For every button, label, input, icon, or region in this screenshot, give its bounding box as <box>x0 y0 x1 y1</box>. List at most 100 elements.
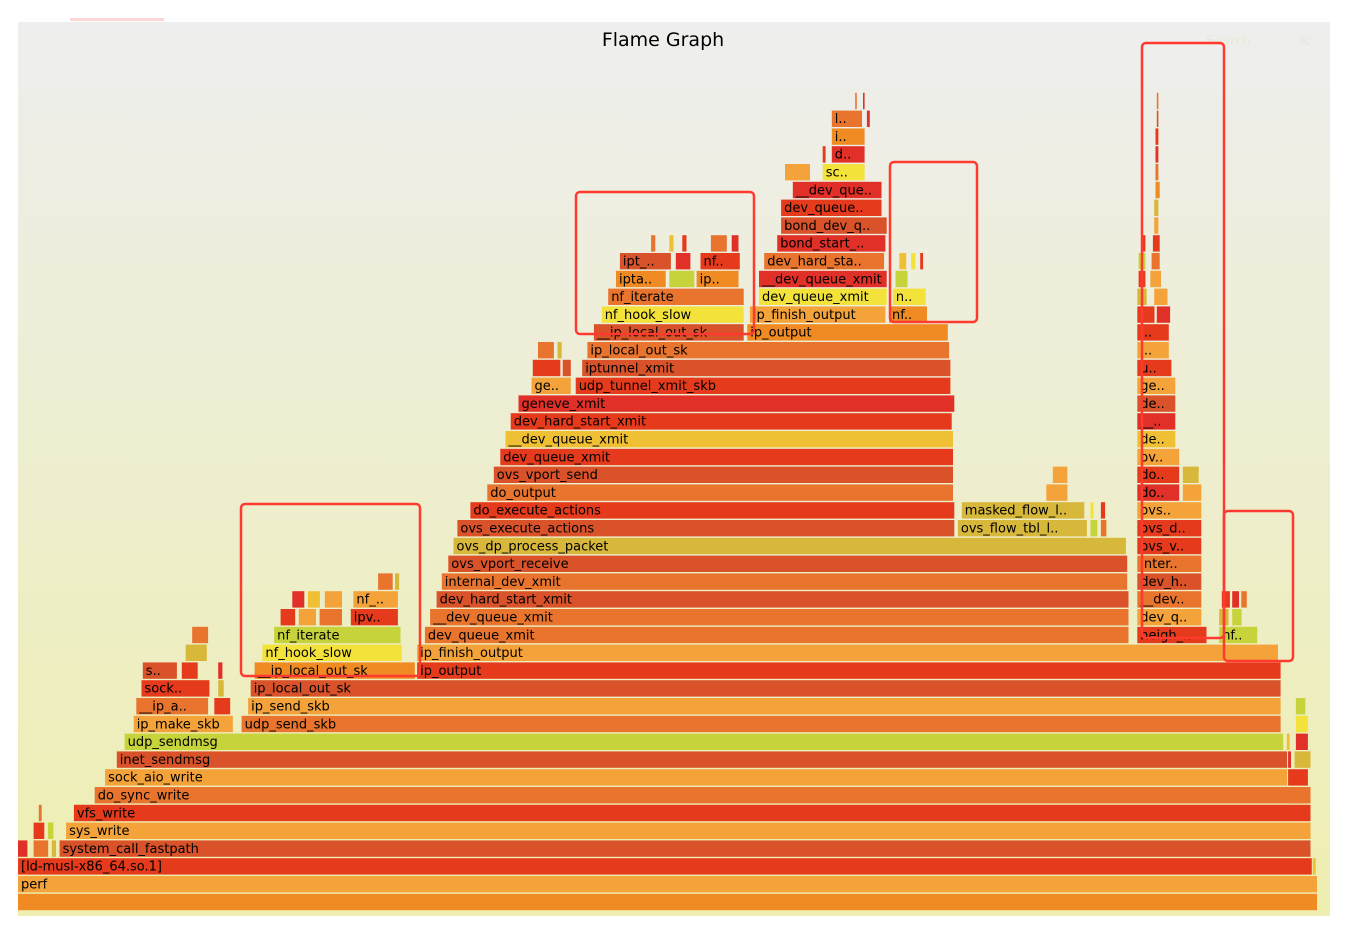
flame-frame[interactable]: ge.. <box>1137 377 1176 395</box>
flame-frame-rect[interactable] <box>353 591 398 608</box>
flame-frame-rect[interactable] <box>1137 573 1202 590</box>
flame-frame[interactable]: sc.. <box>822 164 865 181</box>
flame-frame[interactable] <box>33 822 45 839</box>
flame-frame-rect[interactable] <box>518 395 955 412</box>
flame-frame-rect[interactable] <box>500 448 953 466</box>
flame-frame-rect[interactable] <box>1295 715 1308 733</box>
flame-frame[interactable]: i.. <box>831 128 865 145</box>
flame-frame[interactable]: dev_queue.. <box>781 199 882 217</box>
flame-frame-rect[interactable] <box>700 253 740 270</box>
flame-frame[interactable] <box>682 235 687 252</box>
flame-frame-rect[interactable] <box>764 253 885 270</box>
flame-frame-rect[interactable] <box>651 235 656 252</box>
flame-frame[interactable] <box>319 609 342 626</box>
flame-frame-rect[interactable] <box>1295 733 1308 750</box>
flame-frame[interactable] <box>214 698 231 715</box>
flame-frame-rect[interactable] <box>682 235 687 252</box>
flame-frame[interactable]: dev_hard_sta.. <box>764 253 885 270</box>
flame-frame-rect[interactable] <box>1221 591 1230 608</box>
flame-frame[interactable]: dev_queue_xmit <box>500 448 953 466</box>
flame-frame[interactable]: inet_sendmsg <box>116 751 1288 768</box>
flame-frame-rect[interactable] <box>307 591 320 608</box>
flame-frame-rect[interactable] <box>1137 342 1169 359</box>
flame-frame[interactable]: ip_output <box>747 324 948 341</box>
flame-frame-rect[interactable] <box>1155 164 1159 181</box>
flame-frame-rect[interactable] <box>47 822 54 839</box>
flame-frame-rect[interactable] <box>1137 413 1176 430</box>
flame-frame[interactable]: nf.. <box>889 306 927 323</box>
flame-frame[interactable]: __dev_queue_xmit <box>430 609 1129 626</box>
flame-frame[interactable] <box>192 626 209 644</box>
flame-frame[interactable]: __.. <box>1137 413 1176 430</box>
flame-frame[interactable]: internal_dev_xmit <box>441 573 1128 590</box>
flame-frame-rect[interactable] <box>417 662 1281 679</box>
flame-frame-rect[interactable] <box>562 359 571 377</box>
flame-frame[interactable] <box>1052 466 1068 483</box>
flame-frame-rect[interactable] <box>781 199 882 216</box>
flame-frame-rect[interactable] <box>1100 520 1107 537</box>
flame-frame[interactable]: __dev.. <box>1137 591 1202 608</box>
flame-frame-rect[interactable] <box>1137 591 1202 608</box>
flame-frame-rect[interactable] <box>510 413 952 430</box>
flame-frame-rect[interactable] <box>292 591 305 608</box>
flame-frame-rect[interactable] <box>378 573 393 590</box>
flame-frame-rect[interactable] <box>298 609 316 626</box>
ic-link[interactable]: Ic <box>1300 34 1311 49</box>
flame-frame-rect[interactable] <box>601 306 744 323</box>
flame-frame[interactable]: do.. <box>1137 466 1180 484</box>
flame-frame[interactable]: sys_write <box>66 822 1311 840</box>
flame-frame[interactable] <box>1286 733 1290 750</box>
flame-frame[interactable] <box>1182 484 1202 501</box>
flame-frame-rect[interactable] <box>1137 377 1176 394</box>
flame-frame[interactable]: neigh_.. <box>1137 626 1207 644</box>
flame-frame-rect[interactable] <box>710 235 727 252</box>
flame-frame-rect[interactable] <box>274 626 401 644</box>
flame-frame[interactable] <box>1151 253 1160 270</box>
flame-frame[interactable] <box>651 235 656 252</box>
flame-frame-rect[interactable] <box>1288 751 1291 768</box>
flame-frame-rect[interactable] <box>675 253 691 270</box>
flame-frame[interactable] <box>378 573 393 590</box>
flame-frame-rect[interactable] <box>1052 466 1068 483</box>
flame-frame-rect[interactable] <box>1156 110 1159 127</box>
flame-frame[interactable] <box>1294 751 1311 768</box>
flame-frame[interactable]: ovs_d.. <box>1137 520 1202 537</box>
flame-frame-rect[interactable] <box>1137 395 1176 412</box>
flame-frame-rect[interactable] <box>1154 288 1168 305</box>
flame-frame[interactable]: ip.. <box>696 270 739 288</box>
flame-frame[interactable]: ge.. <box>531 377 571 395</box>
flame-frame-rect[interactable] <box>94 787 1311 804</box>
flame-frame-rect[interactable] <box>616 270 666 288</box>
reset-zoom-marker[interactable] <box>70 18 164 21</box>
flame-frame-rect[interactable] <box>142 662 177 679</box>
flame-frame-rect[interactable] <box>866 110 870 127</box>
flame-frame-rect[interactable] <box>241 715 1281 733</box>
flame-frame[interactable] <box>1155 128 1159 145</box>
flame-frame[interactable] <box>1232 591 1239 608</box>
flame-frame[interactable] <box>1156 110 1159 127</box>
flame-frame-rect[interactable] <box>1137 306 1155 323</box>
flame-frame-rect[interactable] <box>1137 502 1202 519</box>
flame-frame[interactable] <box>1156 306 1171 323</box>
flame-frame-rect[interactable] <box>696 270 739 288</box>
flame-frame[interactable]: dev_queue_xmit <box>424 626 1129 644</box>
flame-frame-rect[interactable] <box>1151 253 1160 270</box>
flame-frame[interactable]: ovs_flow_tbl_l.. <box>957 520 1087 537</box>
flame-frame[interactable] <box>863 92 865 110</box>
flame-frame-rect[interactable] <box>619 253 671 270</box>
flame-frame-rect[interactable] <box>1155 181 1160 199</box>
flame-frame[interactable] <box>1154 199 1159 216</box>
flame-frame-rect[interactable] <box>493 466 953 483</box>
flame-frame[interactable]: sock.. <box>141 680 210 697</box>
flame-frame-rect[interactable] <box>1137 555 1202 572</box>
flame-frame-rect[interactable] <box>759 270 887 288</box>
flame-frame-rect[interactable] <box>911 253 916 270</box>
flame-frame[interactable] <box>1288 769 1308 786</box>
flame-frame[interactable]: nf_iterate <box>608 288 744 306</box>
flame-frame[interactable] <box>395 573 400 590</box>
flame-frame[interactable]: bond_start_.. <box>777 235 886 252</box>
flame-frame-rect[interactable] <box>781 217 887 234</box>
flame-frame-rect[interactable] <box>1232 609 1242 626</box>
flame-frame-rect[interactable] <box>669 270 695 288</box>
flame-frame[interactable]: ip_output <box>417 662 1281 679</box>
